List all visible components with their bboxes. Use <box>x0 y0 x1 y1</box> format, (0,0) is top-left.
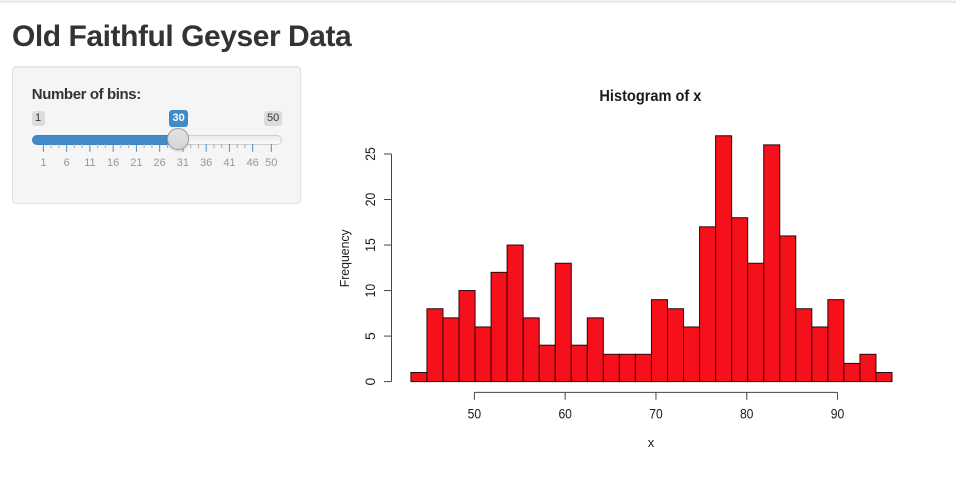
svg-text:46: 46 <box>247 157 259 169</box>
svg-text:15: 15 <box>362 238 378 252</box>
svg-text:70: 70 <box>649 406 663 422</box>
svg-text:1: 1 <box>40 157 46 169</box>
svg-text:0: 0 <box>362 377 378 385</box>
svg-text:90: 90 <box>831 406 845 422</box>
svg-text:50: 50 <box>265 157 277 169</box>
svg-text:10: 10 <box>362 284 378 298</box>
svg-text:21: 21 <box>130 157 142 169</box>
svg-text:26: 26 <box>154 157 166 169</box>
svg-text:50: 50 <box>468 406 482 422</box>
svg-text:41: 41 <box>223 157 235 169</box>
svg-text:31: 31 <box>177 157 189 169</box>
svg-text:25: 25 <box>362 147 378 161</box>
svg-text:20: 20 <box>362 193 378 207</box>
svg-text:6: 6 <box>64 157 70 169</box>
svg-text:Histogram of x: Histogram of x <box>599 88 701 105</box>
svg-text:Frequency: Frequency <box>337 229 352 287</box>
svg-text:60: 60 <box>558 406 572 422</box>
svg-text:11: 11 <box>84 157 95 169</box>
svg-text:80: 80 <box>740 406 754 422</box>
svg-text:5: 5 <box>362 332 378 340</box>
svg-text:x: x <box>648 435 655 450</box>
svg-text:36: 36 <box>200 157 212 169</box>
svg-text:16: 16 <box>107 157 119 169</box>
